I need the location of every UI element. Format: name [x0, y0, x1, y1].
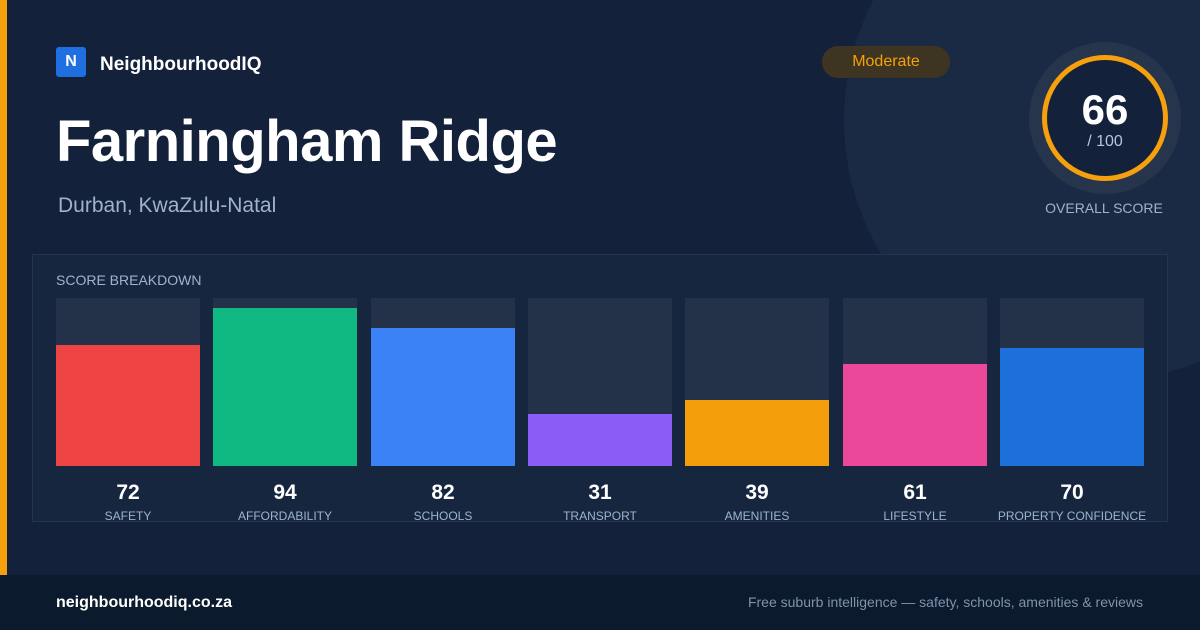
score-bar-label: AFFORDABILITY [237, 509, 332, 523]
score-bar-track [56, 298, 200, 466]
score-bar-track [1000, 298, 1144, 466]
overall-score-caption: OVERALL SCORE [1045, 200, 1163, 216]
score-bar-property-confidence: 70 PROPERTY CONFIDENCE [998, 298, 1146, 523]
score-bar-value: 94 [273, 481, 297, 504]
suburb-location: Durban, KwaZulu-Natal [58, 194, 277, 217]
score-bar-label: LIFESTYLE [883, 509, 947, 523]
score-bar-fill [843, 364, 987, 466]
score-bar-lifestyle: 61 LIFESTYLE [843, 298, 987, 523]
rating-badge: Moderate [822, 46, 950, 78]
score-bar-amenities: 39 AMENITIES [685, 298, 829, 523]
score-bar-track [371, 298, 515, 466]
score-bar-fill [371, 328, 515, 466]
score-bar-affordability: 94 AFFORDABILITY [213, 298, 357, 523]
score-bar-label: TRANSPORT [563, 509, 637, 523]
score-bar-track [843, 298, 987, 466]
score-bar-track [528, 298, 672, 466]
score-bar-fill [528, 414, 672, 466]
score-bar-fill [1000, 348, 1144, 466]
overall-score-ring: 66 / 100 [1029, 42, 1181, 194]
score-bar-label: SCHOOLS [413, 509, 473, 523]
score-breakdown-title: SCORE BREAKDOWN [56, 272, 202, 288]
score-breakdown-panel: SCORE BREAKDOWN 72 SAFETY 94 AFFORDABILITY 8… [32, 254, 1168, 523]
suburb-title: Farningham Ridge [56, 109, 558, 174]
overall-score-value: 66 [1081, 86, 1129, 133]
footer-url[interactable]: neighbourhoodiq.co.za [56, 594, 232, 611]
score-bar-label: AMENITIES [724, 509, 790, 523]
score-bar-value: 82 [431, 481, 455, 504]
brand-logo-icon: N [56, 47, 86, 77]
accent-bar [0, 0, 7, 575]
score-bar-transport: 31 TRANSPORT [528, 298, 672, 523]
score-bar-value: 61 [903, 481, 927, 504]
score-bar-value: 39 [745, 481, 769, 504]
score-bar-schools: 82 SCHOOLS [371, 298, 515, 523]
brand-name: NeighbourhoodIQ [100, 54, 262, 75]
score-bar-track [685, 298, 829, 466]
score-bar-fill [213, 308, 357, 466]
footer-tagline: Free suburb intelligence — safety, schoo… [747, 594, 1143, 610]
overall-score-max: / 100 [1087, 133, 1123, 150]
footer: neighbourhoodiq.co.za Free suburb intell… [0, 575, 1200, 630]
brand[interactable]: N NeighbourhoodIQ [56, 47, 261, 77]
hero-card: N NeighbourhoodIQ Farningham Ridge Durba… [0, 0, 1200, 575]
score-bar-safety: 72 SAFETY [56, 298, 200, 523]
score-bar-fill [56, 345, 200, 466]
score-bar-track [213, 298, 357, 466]
overall-score-ring-inner: 66 / 100 [1042, 55, 1168, 181]
score-bar-value: 31 [588, 481, 612, 504]
score-bar-value: 70 [1060, 481, 1084, 504]
score-bar-label: PROPERTY CONFIDENCE [997, 509, 1147, 523]
score-bar-value: 72 [116, 481, 140, 504]
score-bar-label: SAFETY [104, 509, 152, 523]
score-bar-fill [685, 400, 829, 466]
